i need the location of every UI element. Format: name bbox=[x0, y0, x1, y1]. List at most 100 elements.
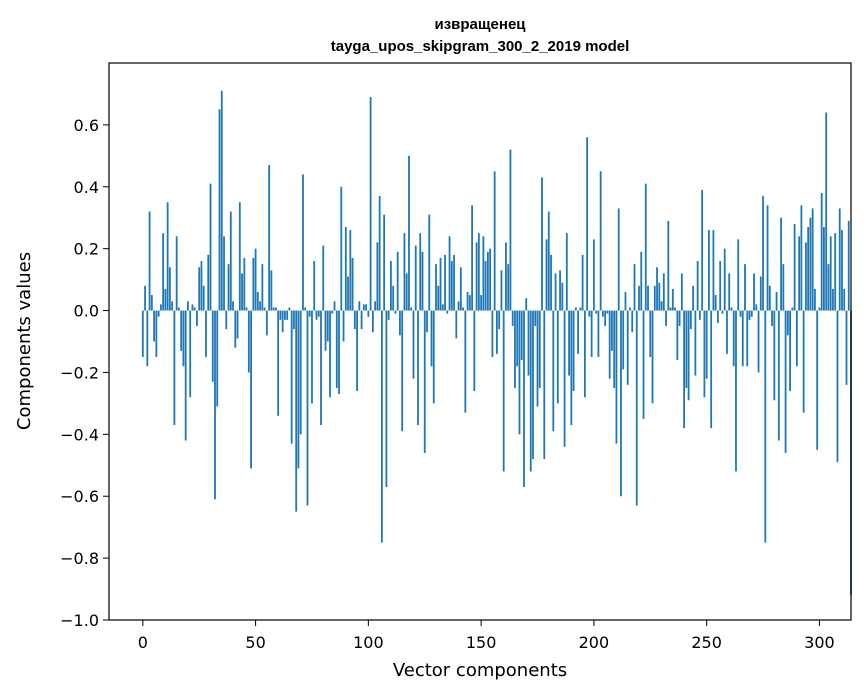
bar-279 bbox=[771, 310, 773, 327]
bar-271 bbox=[753, 273, 755, 311]
bar-165 bbox=[514, 310, 516, 388]
bar-110 bbox=[390, 261, 392, 311]
bar-204 bbox=[602, 310, 604, 317]
bar-50 bbox=[254, 248, 257, 311]
bar-196 bbox=[583, 310, 586, 398]
bar-84 bbox=[331, 310, 334, 314]
bar-28 bbox=[205, 310, 207, 357]
bar-239 bbox=[680, 273, 683, 311]
bar-293 bbox=[802, 310, 805, 413]
bar-283 bbox=[780, 217, 782, 311]
bar-209 bbox=[613, 310, 616, 388]
bar-156 bbox=[493, 171, 496, 311]
bar-291 bbox=[798, 236, 801, 311]
y-ticks: −1.0 −0.8 −0.6 −0.4 −0.2 0.0 0.2 0.4 0.6 bbox=[60, 116, 109, 630]
y-tick-label: −0.2 bbox=[60, 363, 99, 382]
bar-236 bbox=[674, 307, 676, 311]
bar-78 bbox=[317, 310, 320, 317]
bar-225 bbox=[649, 310, 652, 357]
bar-163 bbox=[509, 149, 512, 311]
bar-114 bbox=[399, 310, 401, 336]
bar-26 bbox=[200, 261, 203, 311]
bar-232 bbox=[665, 310, 667, 327]
y-tick-label: 0.0 bbox=[74, 302, 99, 321]
y-axis-label: Components values bbox=[14, 252, 35, 430]
bar-203 bbox=[599, 171, 602, 311]
bar-127 bbox=[428, 214, 431, 311]
bar-284 bbox=[782, 264, 785, 311]
bar-287 bbox=[789, 310, 791, 392]
bar-6 bbox=[155, 310, 158, 357]
bar-34 bbox=[218, 109, 221, 311]
bar-113 bbox=[396, 251, 399, 311]
bar-173 bbox=[532, 310, 534, 460]
bar-49 bbox=[252, 257, 255, 311]
bar-202 bbox=[597, 310, 600, 357]
bar-304 bbox=[827, 264, 830, 311]
x-axis-label: Vector components bbox=[393, 660, 567, 681]
bar-146 bbox=[471, 205, 473, 311]
bar-18 bbox=[182, 310, 185, 367]
bar-256 bbox=[719, 261, 722, 311]
bar-74 bbox=[308, 310, 311, 317]
bar-111 bbox=[392, 285, 395, 311]
bar-250 bbox=[705, 310, 708, 379]
y-tick-label: −0.4 bbox=[60, 425, 99, 444]
y-tick-label: 0.6 bbox=[74, 116, 99, 135]
bar-278 bbox=[768, 285, 771, 311]
bar-208 bbox=[611, 310, 613, 351]
bar-289 bbox=[793, 223, 796, 311]
bar-87 bbox=[338, 310, 340, 395]
bar-244 bbox=[692, 285, 695, 311]
bar-13 bbox=[171, 301, 174, 311]
bar-296 bbox=[809, 217, 812, 311]
bar-231 bbox=[662, 273, 665, 311]
bar-132 bbox=[439, 257, 442, 311]
bar-44 bbox=[241, 273, 243, 311]
bar-281 bbox=[775, 291, 778, 311]
bar-288 bbox=[791, 307, 794, 311]
bar-85 bbox=[333, 301, 336, 311]
bar-42 bbox=[236, 310, 239, 339]
bar-119 bbox=[410, 307, 413, 311]
bar-299 bbox=[816, 310, 819, 450]
bar-206 bbox=[606, 310, 609, 314]
bar-134 bbox=[444, 254, 446, 311]
bar-162 bbox=[507, 264, 510, 311]
bar-90 bbox=[344, 227, 347, 311]
bar-266 bbox=[741, 310, 744, 367]
y-tick-label: −1.0 bbox=[60, 611, 99, 630]
bar-245 bbox=[694, 310, 697, 376]
bar-51 bbox=[256, 291, 259, 311]
bar-268 bbox=[746, 310, 749, 367]
bar-52 bbox=[259, 301, 261, 311]
bar-39 bbox=[229, 211, 232, 311]
bar-242 bbox=[687, 310, 690, 401]
bar-43 bbox=[238, 202, 241, 311]
bar-257 bbox=[721, 310, 724, 314]
bar-21 bbox=[189, 310, 192, 398]
bar-23 bbox=[193, 307, 196, 311]
bar-207 bbox=[608, 310, 611, 379]
bar-80 bbox=[322, 245, 325, 311]
bar-148 bbox=[475, 242, 478, 311]
bar-170 bbox=[525, 298, 528, 311]
x-tick-label: 50 bbox=[245, 633, 265, 652]
bar-247 bbox=[698, 310, 701, 320]
bar-233 bbox=[667, 220, 670, 311]
bar-255 bbox=[717, 310, 719, 323]
bar-226 bbox=[651, 310, 654, 404]
bar-223 bbox=[644, 183, 647, 311]
bar-89 bbox=[342, 310, 345, 342]
bar-309 bbox=[838, 208, 841, 311]
bar-109 bbox=[387, 310, 390, 320]
bar-88 bbox=[340, 186, 343, 311]
bar-117 bbox=[405, 273, 408, 311]
bar-86 bbox=[335, 310, 338, 388]
bar-125 bbox=[423, 310, 426, 453]
bar-160 bbox=[502, 310, 505, 472]
bar-241 bbox=[685, 310, 688, 388]
bar-19 bbox=[184, 310, 187, 441]
bar-157 bbox=[496, 310, 498, 354]
bar-200 bbox=[592, 239, 595, 311]
